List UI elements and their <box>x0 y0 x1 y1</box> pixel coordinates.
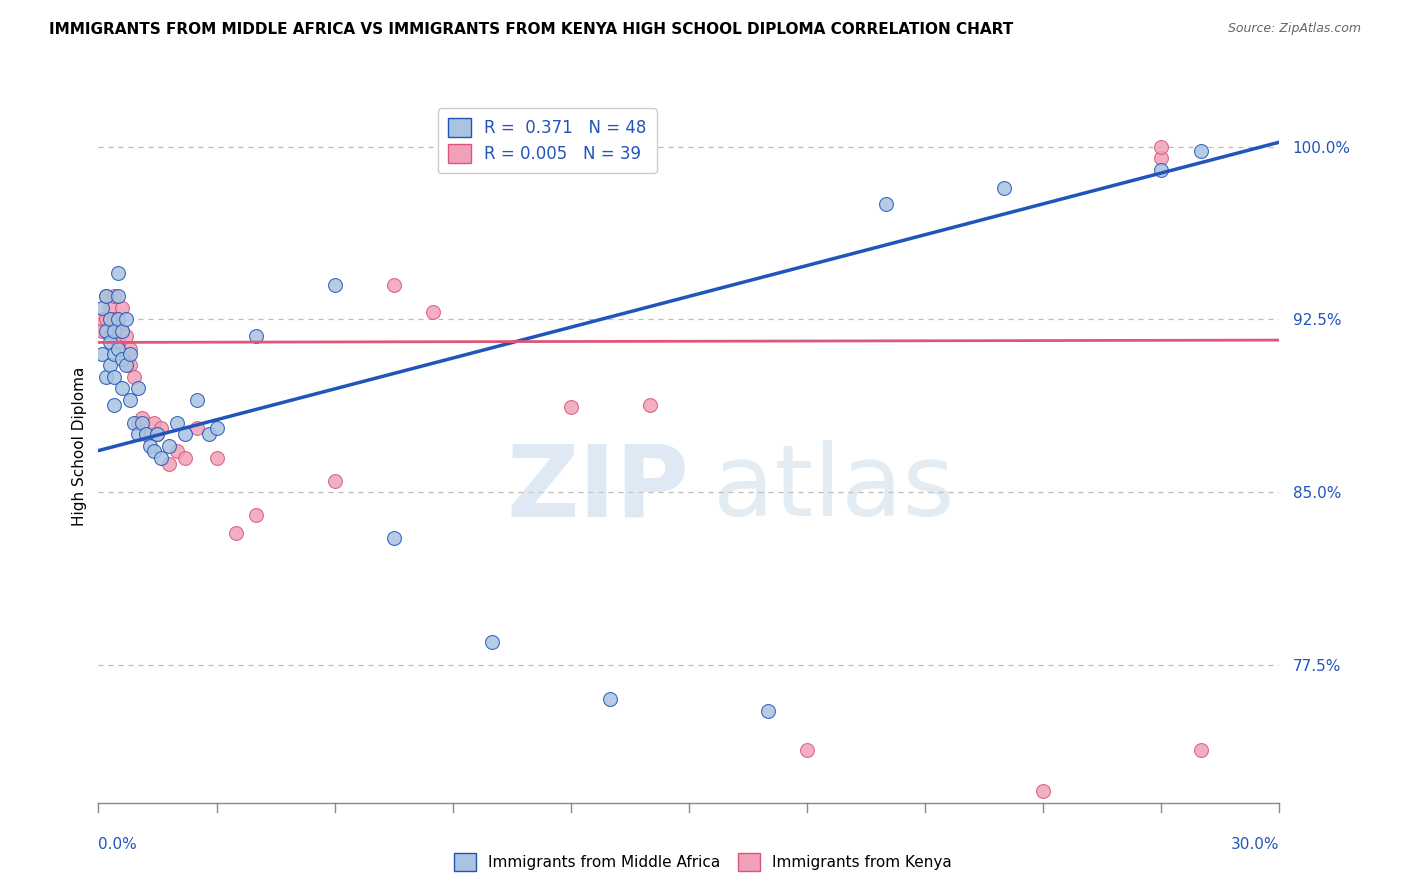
Point <box>599 692 621 706</box>
Point <box>103 347 125 361</box>
Legend: R =  0.371   N = 48, R = 0.005   N = 39: R = 0.371 N = 48, R = 0.005 N = 39 <box>437 108 657 173</box>
Point <box>98 301 121 315</box>
Point <box>481 634 503 648</box>
Point <box>111 301 134 315</box>
Point <box>122 370 145 384</box>
Point <box>150 420 173 434</box>
Point <box>98 359 121 373</box>
Point <box>135 427 157 442</box>
Point <box>103 398 125 412</box>
Point <box>138 439 160 453</box>
Point <box>166 416 188 430</box>
Text: Source: ZipAtlas.com: Source: ZipAtlas.com <box>1227 22 1361 36</box>
Point <box>98 312 121 326</box>
Point <box>323 277 346 292</box>
Point <box>103 312 125 326</box>
Point <box>118 347 141 361</box>
Text: 30.0%: 30.0% <box>1232 837 1279 852</box>
Point <box>118 392 141 407</box>
Point <box>118 359 141 373</box>
Point <box>1150 140 1173 154</box>
Point <box>157 439 180 453</box>
Point <box>225 526 247 541</box>
Point <box>96 289 118 303</box>
Point <box>96 324 118 338</box>
Point <box>107 335 129 350</box>
Point <box>422 305 444 319</box>
Text: IMMIGRANTS FROM MIDDLE AFRICA VS IMMIGRANTS FROM KENYA HIGH SCHOOL DIPLOMA CORRE: IMMIGRANTS FROM MIDDLE AFRICA VS IMMIGRA… <box>49 22 1014 37</box>
Point <box>197 427 219 442</box>
Point <box>107 324 129 338</box>
Point <box>131 411 153 425</box>
Point <box>146 427 169 442</box>
Point <box>245 328 267 343</box>
Point <box>111 351 134 366</box>
Point <box>186 420 208 434</box>
Point <box>131 416 153 430</box>
Point <box>1150 151 1173 165</box>
Point <box>115 312 138 326</box>
Point <box>127 381 149 395</box>
Point <box>382 277 405 292</box>
Point <box>1032 784 1054 798</box>
Point <box>96 289 118 303</box>
Point <box>107 343 129 357</box>
Point <box>205 420 228 434</box>
Point <box>91 301 114 315</box>
Point <box>245 508 267 522</box>
Point <box>107 289 129 303</box>
Point <box>796 743 818 757</box>
Point <box>103 324 125 338</box>
Point <box>993 181 1015 195</box>
Point <box>174 450 197 465</box>
Point <box>118 343 141 357</box>
Point <box>122 416 145 430</box>
Point <box>127 416 149 430</box>
Text: ZIP: ZIP <box>506 441 689 537</box>
Point <box>107 266 129 280</box>
Point <box>115 328 138 343</box>
Point <box>382 531 405 545</box>
Point <box>323 474 346 488</box>
Point <box>96 312 118 326</box>
Point <box>142 416 165 430</box>
Point <box>157 458 180 472</box>
Point <box>560 400 582 414</box>
Point <box>115 359 138 373</box>
Point <box>166 443 188 458</box>
Point <box>103 370 125 384</box>
Point <box>98 335 121 350</box>
Text: atlas: atlas <box>713 441 955 537</box>
Point <box>638 398 661 412</box>
Point <box>111 324 134 338</box>
Point <box>756 704 779 718</box>
Point <box>150 450 173 465</box>
Point <box>91 324 114 338</box>
Point <box>91 347 114 361</box>
Point <box>91 312 114 326</box>
Point <box>111 381 134 395</box>
Point <box>103 289 125 303</box>
Point <box>96 370 118 384</box>
Point <box>1150 162 1173 177</box>
Y-axis label: High School Diploma: High School Diploma <box>72 367 87 525</box>
Point <box>127 427 149 442</box>
Point <box>111 324 134 338</box>
Point <box>875 197 897 211</box>
Point <box>186 392 208 407</box>
Point <box>142 443 165 458</box>
Text: 0.0%: 0.0% <box>98 837 138 852</box>
Point <box>146 427 169 442</box>
Legend: Immigrants from Middle Africa, Immigrants from Kenya: Immigrants from Middle Africa, Immigrant… <box>449 847 957 877</box>
Point <box>1189 743 1212 757</box>
Point <box>98 328 121 343</box>
Point <box>107 312 129 326</box>
Point <box>174 427 197 442</box>
Point <box>1189 145 1212 159</box>
Point <box>135 427 157 442</box>
Point <box>205 450 228 465</box>
